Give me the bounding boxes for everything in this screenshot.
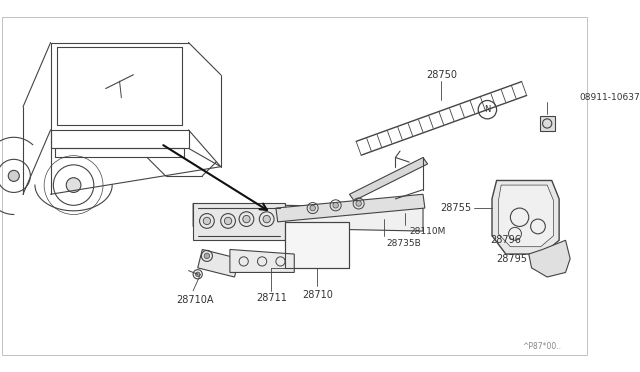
Polygon shape [198,250,239,277]
Circle shape [225,217,232,225]
Circle shape [243,215,250,223]
Circle shape [263,215,270,223]
Circle shape [310,205,316,211]
Polygon shape [193,203,285,240]
FancyBboxPatch shape [540,116,554,131]
Text: 28710: 28710 [302,291,333,301]
Text: 28710A: 28710A [176,295,214,305]
Polygon shape [230,250,294,272]
Polygon shape [492,180,559,254]
Text: 28750: 28750 [426,70,457,80]
Text: 28795: 28795 [497,254,527,264]
Text: 28796: 28796 [490,235,521,245]
Text: 28110M: 28110M [409,227,445,235]
Circle shape [333,202,339,208]
Text: 28711: 28711 [256,293,287,303]
Polygon shape [499,185,554,247]
Circle shape [204,253,210,259]
Circle shape [8,170,19,182]
Text: 08911-10637: 08911-10637 [579,93,640,102]
Circle shape [204,217,211,225]
Polygon shape [285,222,349,268]
Polygon shape [193,203,423,231]
Circle shape [356,201,362,206]
Text: ^P87*00..: ^P87*00.. [522,341,561,350]
Text: N: N [484,105,491,114]
Circle shape [195,272,200,276]
Polygon shape [529,240,570,277]
Text: 28735B: 28735B [386,238,421,247]
Polygon shape [276,194,425,222]
Polygon shape [349,157,428,201]
Text: 28755: 28755 [440,203,472,213]
Circle shape [66,178,81,192]
